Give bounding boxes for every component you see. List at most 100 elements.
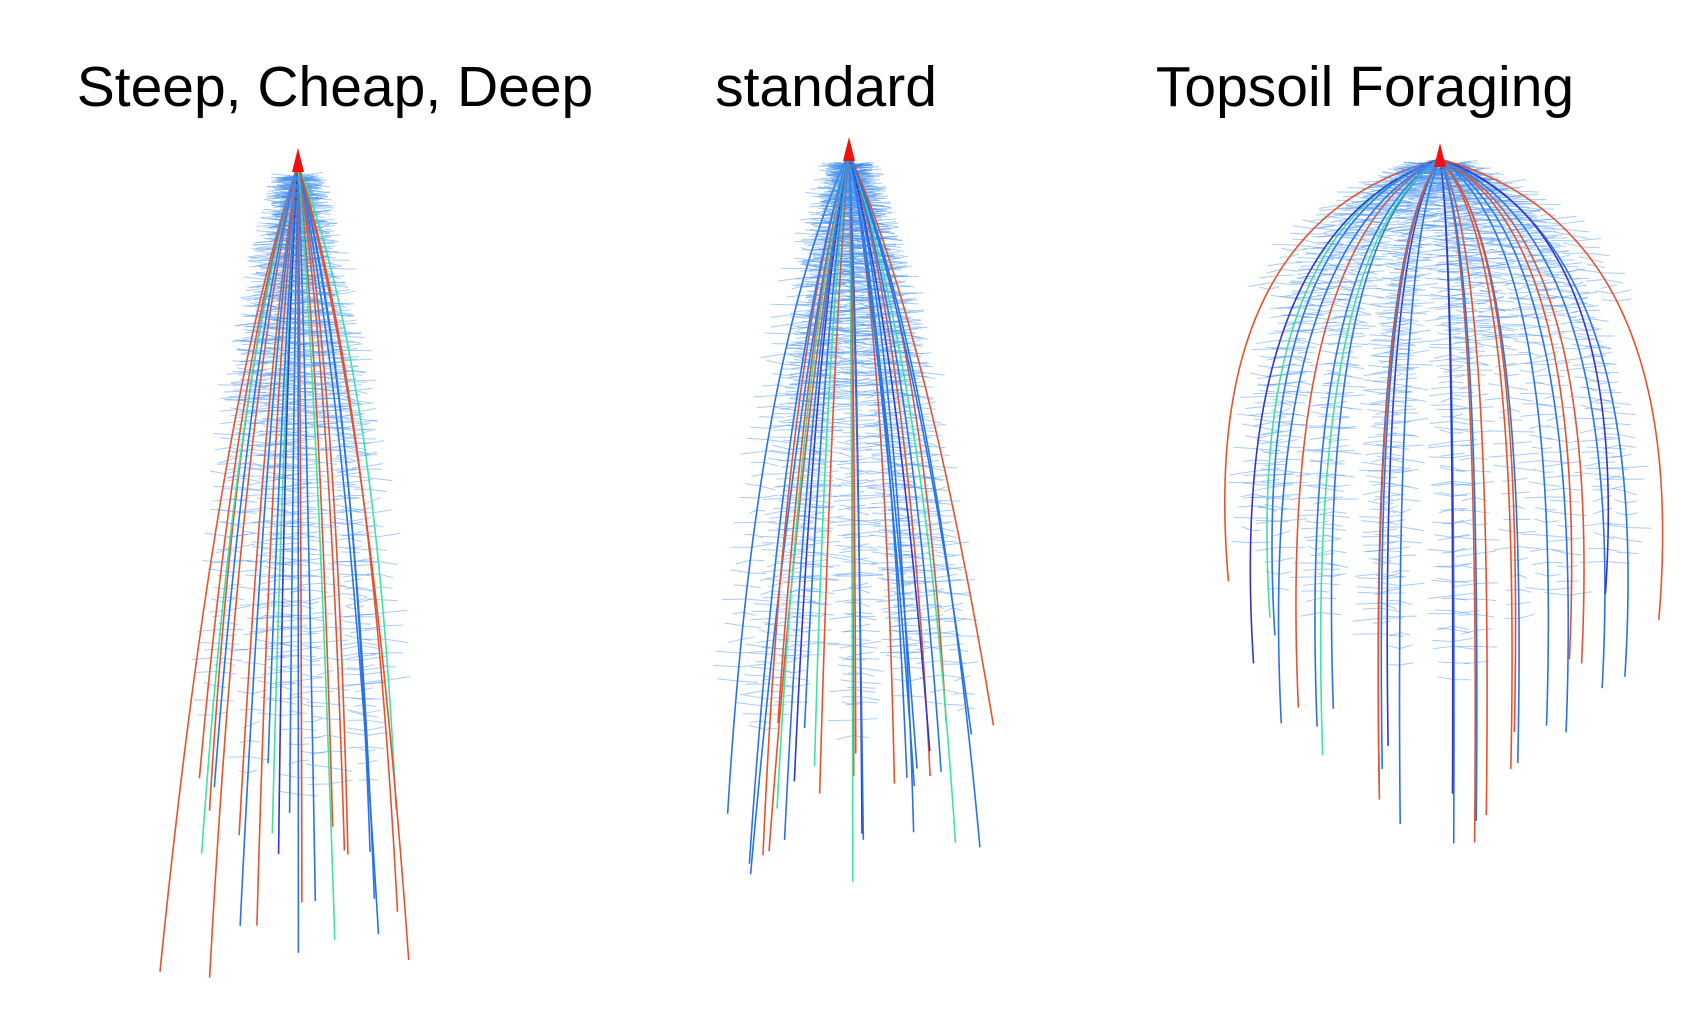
shoot-base bbox=[292, 148, 304, 172]
lateral-roots bbox=[834, 163, 945, 377]
root bbox=[813, 152, 850, 767]
root bbox=[1314, 158, 1441, 727]
root bbox=[277, 163, 299, 855]
root bbox=[848, 152, 957, 843]
lateral-roots bbox=[281, 176, 411, 683]
panel-title: Topsoil Foraging bbox=[1156, 55, 1574, 119]
lateral-roots bbox=[1417, 165, 1477, 643]
root bbox=[297, 163, 346, 851]
lateral-roots bbox=[1426, 163, 1542, 620]
lateral-roots bbox=[284, 176, 376, 454]
root bbox=[818, 152, 850, 794]
root bbox=[1377, 158, 1441, 800]
root bbox=[848, 152, 942, 772]
root bbox=[848, 152, 973, 735]
root bbox=[1439, 158, 1585, 664]
root bbox=[1439, 158, 1573, 660]
root bbox=[239, 163, 299, 927]
root bbox=[1439, 158, 1550, 726]
root bbox=[238, 163, 299, 836]
root bbox=[848, 152, 981, 848]
root bbox=[848, 152, 931, 752]
root bbox=[1295, 158, 1441, 708]
lateral-roots bbox=[830, 162, 979, 622]
root bbox=[1439, 158, 1664, 620]
root bbox=[267, 163, 299, 764]
lateral-roots bbox=[761, 162, 865, 681]
shoot-base bbox=[1434, 143, 1446, 167]
root bbox=[1266, 158, 1441, 618]
root bbox=[848, 152, 854, 883]
lateral-roots bbox=[278, 176, 353, 785]
root bbox=[297, 163, 380, 935]
root bbox=[297, 163, 349, 855]
root bbox=[1330, 158, 1441, 709]
lateral-roots bbox=[1301, 161, 1449, 333]
lateral-roots bbox=[275, 178, 335, 754]
root bbox=[1249, 158, 1441, 664]
root bbox=[848, 152, 916, 787]
root bbox=[1439, 158, 1477, 843]
root bbox=[297, 163, 397, 810]
root bbox=[297, 163, 303, 903]
root bbox=[213, 163, 299, 788]
root bbox=[793, 152, 850, 782]
root bbox=[297, 163, 334, 827]
root bbox=[848, 152, 915, 833]
root bbox=[297, 163, 317, 902]
lateral-roots bbox=[1376, 165, 1463, 666]
lateral-roots bbox=[1420, 163, 1500, 664]
root bbox=[848, 152, 865, 840]
root bbox=[848, 152, 931, 777]
root bbox=[776, 152, 850, 809]
root bbox=[159, 163, 299, 972]
root bbox=[256, 163, 299, 926]
lateral-roots bbox=[1367, 165, 1453, 358]
root bbox=[1439, 158, 1570, 733]
root bbox=[1439, 158, 1610, 594]
panel-title: Steep, Cheap, Deep bbox=[77, 55, 594, 119]
root bbox=[1398, 158, 1441, 825]
root bbox=[1386, 158, 1441, 746]
root bbox=[288, 163, 299, 813]
root bbox=[1439, 158, 1517, 732]
lateral-roots bbox=[838, 164, 955, 650]
lateral-roots bbox=[282, 175, 390, 715]
root bbox=[1271, 158, 1441, 636]
lateral-roots bbox=[1421, 162, 1519, 340]
lateral-roots bbox=[1352, 162, 1459, 637]
root-systems bbox=[159, 137, 1664, 978]
root bbox=[1223, 158, 1441, 582]
lateral-roots bbox=[272, 179, 325, 797]
root bbox=[198, 163, 299, 779]
root bbox=[297, 163, 336, 940]
lateral-roots bbox=[1242, 163, 1442, 513]
root bbox=[748, 152, 850, 864]
root bbox=[1439, 158, 1606, 689]
lateral-roots bbox=[1418, 165, 1501, 366]
root bbox=[1439, 158, 1513, 769]
root bbox=[1439, 158, 1478, 822]
root bbox=[783, 152, 850, 841]
root bbox=[200, 163, 299, 854]
root bbox=[1439, 158, 1488, 816]
root bbox=[777, 152, 850, 724]
lateral-roots bbox=[1309, 161, 1453, 578]
root bbox=[297, 163, 410, 961]
lateral-roots bbox=[833, 161, 900, 399]
lateral-roots bbox=[1357, 162, 1457, 624]
lateral-roots bbox=[1248, 163, 1447, 290]
panel-title: standard bbox=[715, 55, 937, 119]
lateral-roots bbox=[1299, 160, 1453, 617]
root bbox=[803, 152, 850, 729]
root bbox=[848, 152, 995, 726]
root bbox=[208, 163, 299, 978]
root bbox=[1277, 158, 1441, 724]
root bbox=[726, 152, 850, 814]
lateral-roots bbox=[1435, 159, 1632, 302]
shoot-base bbox=[843, 137, 855, 161]
lateral-roots bbox=[826, 164, 879, 386]
root bbox=[297, 163, 371, 852]
